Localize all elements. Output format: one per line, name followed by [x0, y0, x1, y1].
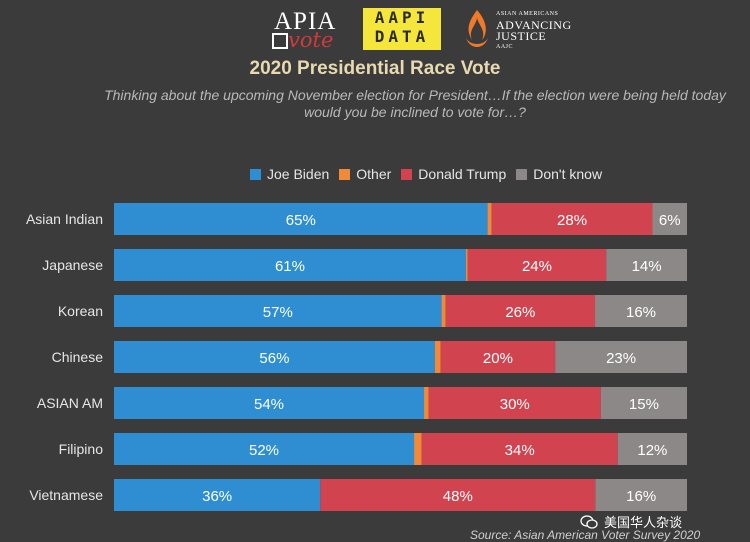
aajc-logo-small2: AAJC: [496, 44, 514, 50]
category-label: Asian Indian: [26, 211, 103, 227]
stacked-bar-chart: Asian Indian 65% 28% 6% Japanese 61% 24% 14% Kor…: [26, 203, 687, 511]
category-label: Vietnamese: [29, 487, 103, 503]
bar-segment: [114, 479, 321, 511]
bar-segment: [421, 433, 618, 465]
bar-segment: [114, 203, 488, 235]
category-label: Japanese: [42, 257, 103, 273]
legend-item-other: Other: [339, 166, 391, 182]
logo-bar: APIA vote AAPI DATA ASIAN AMERICANS ADVA…: [0, 6, 750, 54]
bar-segment: [595, 295, 687, 327]
data-label: 14%: [632, 258, 662, 275]
bar-segment: [441, 295, 446, 327]
bar-segment: [600, 387, 687, 419]
bar-segment: [114, 387, 425, 419]
bar-segment: [424, 387, 429, 419]
apia-vote-logo: APIA vote: [272, 8, 352, 52]
legend-label-biden: Joe Biden: [267, 166, 330, 182]
data-label: 61%: [275, 258, 305, 275]
data-label: 16%: [626, 304, 656, 321]
legend-swatch-other: [339, 168, 351, 180]
checkbox-icon: [272, 33, 288, 49]
legend-swatch-trump: [401, 168, 413, 180]
apia-logo-top: APIA: [274, 8, 337, 35]
legend-item-trump: Donald Trump: [401, 166, 506, 182]
bar-segment: [445, 295, 596, 327]
data-label: 20%: [483, 350, 513, 367]
data-label: 56%: [259, 350, 289, 367]
legend-swatch-biden: [250, 168, 261, 180]
chart-subtitle: Thinking about the upcoming November ele…: [104, 87, 726, 120]
data-label: 54%: [254, 396, 284, 413]
source-note: Source: Asian American Voter Survey 2020: [470, 528, 701, 542]
legend-label-dontknow: Don't know: [533, 166, 603, 182]
chart-title: 2020 Presidential Race Vote: [249, 58, 501, 79]
data-label: 24%: [522, 258, 552, 275]
bar-segment: [467, 249, 607, 281]
category-label: Korean: [58, 303, 103, 319]
data-label: 23%: [606, 350, 636, 367]
aapi-logo-line1: AAPI: [374, 8, 430, 27]
data-label: 26%: [505, 304, 535, 321]
data-label: 48%: [443, 488, 473, 505]
bar-segment: [414, 433, 422, 465]
bar-segment: [595, 479, 687, 511]
data-label: 16%: [626, 488, 656, 505]
category-label: ASIAN AM: [37, 395, 103, 411]
apia-logo-vote: vote: [288, 28, 334, 52]
data-label: 65%: [286, 212, 316, 229]
bar-segment: [652, 203, 687, 235]
bar-segment: [114, 249, 466, 281]
flame-icon: [466, 10, 488, 47]
aapi-data-logo: AAPI DATA: [363, 8, 441, 50]
aajc-logo: ASIAN AMERICANS ADVANCING JUSTICE AAJC: [462, 8, 574, 52]
bar-segment: [114, 295, 442, 327]
bar-segment: [440, 341, 556, 373]
aajc-logo-line1: ADVANCING: [496, 18, 572, 32]
bar-segment: [428, 387, 601, 419]
data-label: 6%: [659, 212, 681, 229]
watermark: 美国华人杂谈: [580, 512, 682, 531]
data-label: 15%: [629, 396, 659, 413]
bar-segment: [617, 433, 687, 465]
data-label: 12%: [637, 442, 667, 459]
aapi-logo-line2: DATA: [374, 27, 430, 46]
aajc-logo-line2: JUSTICE: [496, 29, 547, 43]
data-label: 36%: [202, 488, 232, 505]
wechat-icon: [580, 514, 598, 529]
bar-segment: [434, 341, 441, 373]
bar-segment: [606, 249, 687, 281]
data-label: 30%: [500, 396, 530, 413]
bar-segment: [465, 249, 468, 281]
bar-segment: [114, 341, 435, 373]
data-label: 28%: [557, 212, 587, 229]
bar-segment: [555, 341, 687, 373]
data-label: 57%: [263, 304, 293, 321]
data-label: 52%: [249, 442, 279, 459]
legend-swatch-dontknow: [516, 168, 528, 180]
legend-label-other: Other: [356, 166, 392, 182]
bar-segment: [114, 433, 415, 465]
bar-segment: [487, 203, 492, 235]
chart-legend: Joe Biden Other Donald Trump Don't know: [250, 164, 612, 184]
aajc-logo-small1: ASIAN AMERICANS: [496, 11, 559, 17]
legend-label-trump: Donald Trump: [418, 166, 507, 182]
data-label: 34%: [505, 442, 535, 459]
watermark-text: 美国华人杂谈: [604, 516, 683, 531]
legend-item-biden: Joe Biden: [250, 166, 329, 182]
category-label: Chinese: [52, 349, 104, 365]
bar-segment: [491, 203, 653, 235]
legend-item-dontknow: Don't know: [516, 166, 602, 182]
bar-segment: [320, 479, 596, 511]
category-label: Filipino: [59, 441, 104, 457]
